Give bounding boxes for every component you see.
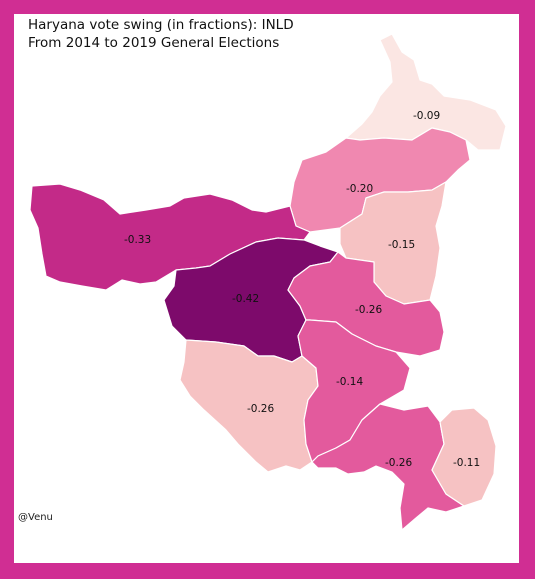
value-label: -0.11 bbox=[453, 457, 480, 469]
region-faridabad bbox=[431, 407, 497, 507]
value-label: -0.26 bbox=[355, 304, 382, 316]
map-title: Haryana vote swing (in fractions): INLD … bbox=[28, 16, 294, 52]
value-label: -0.20 bbox=[346, 183, 373, 195]
value-label: -0.09 bbox=[413, 110, 440, 122]
value-label: -0.42 bbox=[232, 293, 259, 305]
value-label: -0.26 bbox=[385, 457, 412, 469]
title-line-2: From 2014 to 2019 General Elections bbox=[28, 35, 280, 51]
value-label: -0.26 bbox=[247, 403, 274, 415]
value-label: -0.15 bbox=[388, 239, 415, 251]
value-label: -0.33 bbox=[124, 234, 151, 246]
title-line-1: Haryana vote swing (in fractions): INLD bbox=[28, 17, 294, 33]
value-label: -0.14 bbox=[336, 376, 363, 388]
author-credit: @Venu bbox=[18, 512, 53, 523]
